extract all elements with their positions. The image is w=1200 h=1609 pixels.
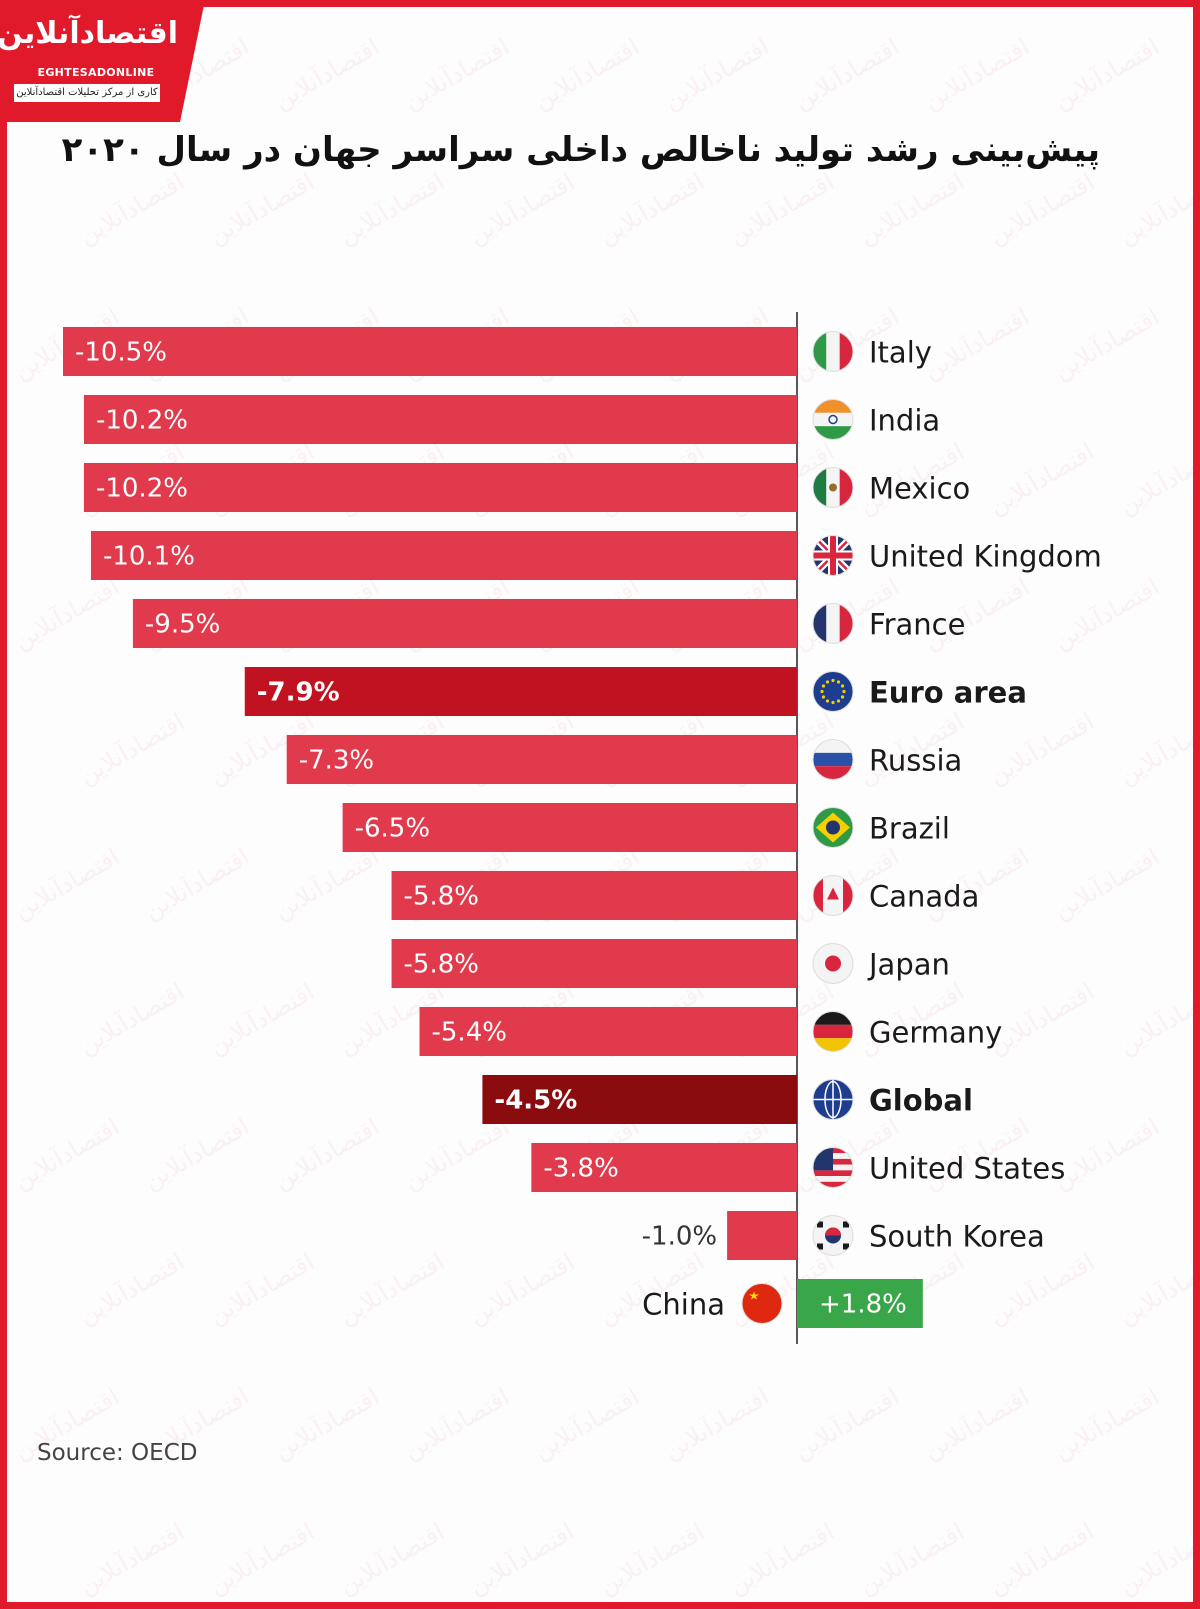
category-label: India (869, 404, 940, 438)
category-label: Global (869, 1084, 973, 1118)
china-flag-icon (741, 1283, 783, 1324)
bar-united-kingdom (90, 531, 797, 580)
bar-global (482, 1075, 797, 1124)
value-label: -1.0% (642, 1222, 717, 1252)
bar-south-korea (727, 1211, 797, 1260)
value-label: +1.8% (819, 1290, 907, 1320)
value-label: -9.5% (145, 610, 220, 640)
brand-logo: اقتصادآنلاین EGHTESADONLINE کاری از مرکز… (0, 0, 205, 122)
category-label: United Kingdom (869, 540, 1102, 574)
category-label: Italy (869, 336, 932, 370)
value-label: -5.8% (404, 950, 479, 980)
category-label: Euro area (869, 676, 1027, 710)
value-label: -6.5% (355, 814, 430, 844)
value-label: -7.3% (299, 746, 374, 776)
value-label: -5.8% (404, 882, 479, 912)
mexico-flag-icon (812, 467, 854, 508)
category-label: Germany (869, 1016, 1002, 1050)
russia-flag-icon (812, 739, 854, 780)
category-label: France (869, 608, 965, 642)
uk-flag-icon (812, 535, 854, 576)
brazil-flag-icon (812, 807, 854, 848)
bar-russia (286, 735, 797, 784)
value-label: -3.8% (543, 1154, 618, 1184)
bar-brazil (342, 803, 797, 852)
bar-italy (63, 327, 797, 376)
india-flag-icon (812, 399, 854, 440)
bar-china (797, 1279, 923, 1328)
bar-japan (391, 939, 797, 988)
bar-united-states (531, 1143, 797, 1192)
bar-india (83, 395, 797, 444)
globe-icon (812, 1079, 854, 1120)
logo-name: اقتصادآنلاین (0, 16, 178, 51)
category-label: Mexico (869, 472, 970, 506)
source-note: Source: OECD (37, 1440, 198, 1466)
france-flag-icon (812, 603, 854, 644)
bar-mexico (83, 463, 797, 512)
category-label: South Korea (869, 1220, 1045, 1254)
value-label: -5.4% (432, 1018, 507, 1048)
value-label: -7.9% (257, 678, 340, 708)
italy-flag-icon (812, 331, 854, 372)
japan-flag-icon (812, 943, 854, 984)
value-label: -10.1% (103, 542, 195, 572)
usa-flag-icon (812, 1147, 854, 1188)
category-label: China (642, 1288, 725, 1322)
category-label: Russia (869, 744, 962, 778)
chart-title: پیش‌بینی رشد تولید ناخالص داخلی سراسر جه… (61, 130, 1100, 170)
category-label: Japan (867, 948, 950, 982)
value-label: -10.5% (75, 338, 167, 368)
bar-germany (419, 1007, 797, 1056)
value-label: -10.2% (96, 406, 188, 436)
category-label: Brazil (869, 812, 950, 846)
logo-latin: EGHTESADONLINE (37, 66, 155, 79)
canada-flag-icon (812, 875, 854, 916)
value-label: -4.5% (494, 1086, 577, 1116)
category-label: United States (869, 1152, 1065, 1186)
germany-flag-icon (812, 1011, 854, 1052)
value-label: -10.2% (96, 474, 188, 504)
bar-france (132, 599, 797, 648)
bar-euro-area (244, 667, 797, 716)
south-korea-flag-icon (812, 1215, 854, 1256)
eu-flag-icon (812, 671, 854, 712)
bar-canada (391, 871, 797, 920)
category-label: Canada (869, 880, 979, 914)
logo-tagline: کاری از مرکز تحلیلات اقتصادآنلاین (14, 84, 160, 102)
